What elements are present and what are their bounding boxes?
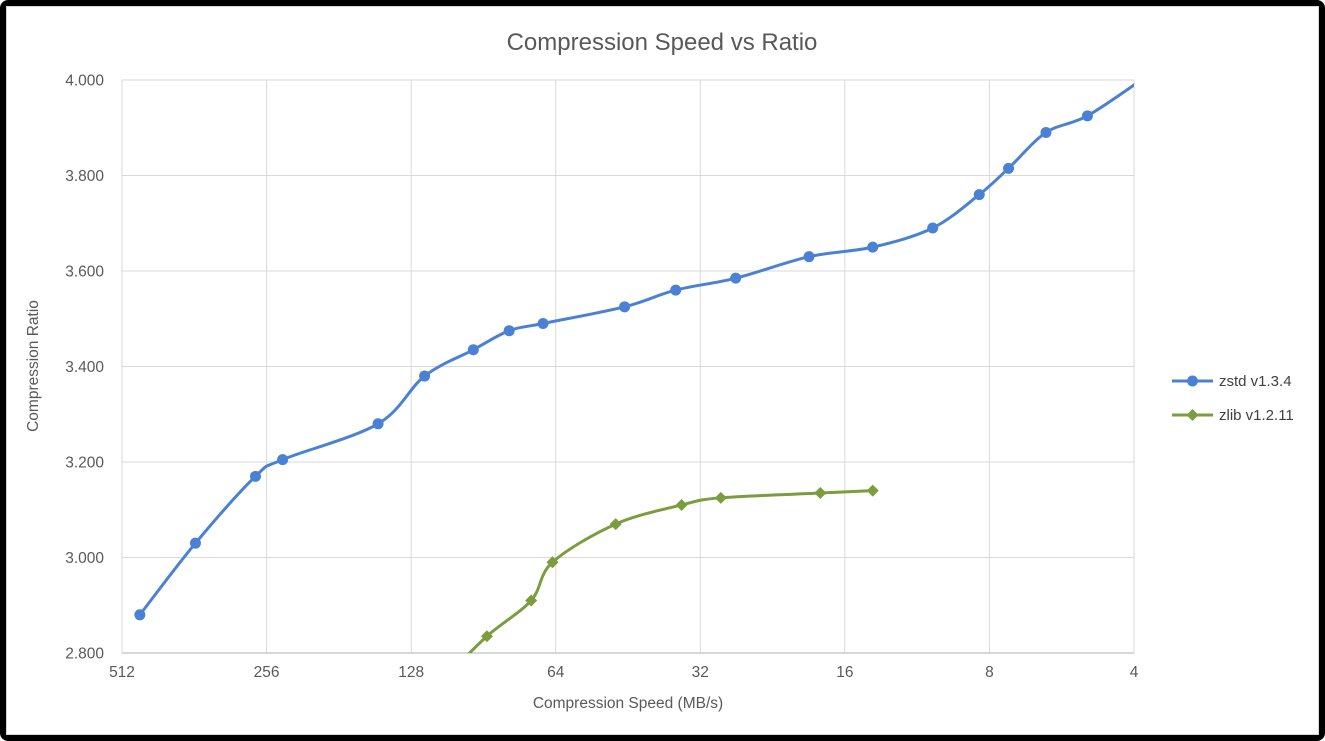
circle-marker (927, 222, 939, 234)
circle-marker (730, 272, 742, 284)
y-tick-label: 3.000 (65, 550, 104, 567)
y-tick-label: 4.000 (65, 73, 104, 90)
legend-circle-marker (1187, 375, 1198, 387)
chart-title: Compression Speed vs Ratio (507, 29, 818, 56)
x-tick-label: 256 (254, 664, 280, 681)
diamond-marker (546, 556, 559, 569)
circle-marker (867, 241, 879, 253)
circle-marker (973, 189, 985, 201)
circle-marker (670, 284, 682, 296)
diamond-marker (866, 484, 879, 497)
gridlines (121, 79, 1135, 654)
data-series (134, 72, 1150, 686)
circle-marker (372, 418, 384, 430)
x-tick-label: 128 (398, 664, 424, 681)
diamond-marker (480, 630, 493, 643)
circle-marker (467, 344, 479, 356)
x-tick-label: 64 (547, 664, 565, 681)
diamond-marker (814, 487, 827, 500)
y-tick-label: 2.800 (65, 646, 104, 663)
x-tick-label: 32 (692, 664, 709, 681)
circle-marker (503, 325, 515, 337)
legend-diamond-marker (1186, 409, 1199, 421)
x-axis-title: Compression Speed (MB/s) (533, 695, 723, 712)
x-tick-label: 16 (836, 664, 853, 681)
legend-item: zlib v1.2.11 (1172, 407, 1294, 424)
x-tick-label: 8 (985, 664, 994, 681)
circle-marker (419, 370, 431, 382)
diamond-marker (437, 674, 449, 686)
series-zstd (134, 72, 1150, 621)
y-tick-label: 3.200 (65, 455, 104, 472)
diamond-marker (609, 518, 622, 531)
y-tick-label: 3.800 (65, 168, 104, 185)
series-zlib (437, 484, 879, 686)
legend-item: zstd v1.3.4 (1172, 373, 1292, 390)
y-tick-label: 3.400 (65, 359, 104, 376)
circle-marker (1040, 127, 1052, 139)
chart-card: 512 256 128 64 32 16 8 4 4.000 3.800 3.600 3.400 3.2… (6, 6, 1319, 735)
series-line (138, 83, 1134, 617)
y-axis-title: Compression Ratio (25, 300, 42, 432)
circle-marker (134, 609, 146, 621)
x-tick-label: 512 (109, 664, 135, 681)
diamond-marker (714, 491, 727, 504)
y-tick-label: 3.600 (65, 264, 104, 281)
plot-area: 512 256 128 64 32 16 8 4 4.000 3.800 3.600 3.400 3.2… (25, 29, 1294, 712)
diamond-marker (525, 594, 538, 607)
legend: zstd v1.3.4 zlib v1.2.11 (1172, 373, 1294, 424)
x-tick-label: 4 (1130, 664, 1139, 681)
legend-item-label: zlib v1.2.11 (1219, 407, 1294, 424)
circle-marker (1139, 72, 1150, 83)
circle-marker (189, 537, 201, 549)
diamond-marker (675, 498, 688, 511)
circle-marker (1081, 110, 1093, 122)
circle-marker (537, 318, 549, 330)
circle-marker (803, 251, 815, 263)
circle-marker (277, 454, 289, 466)
axis-ticks: 512 256 128 64 32 16 8 4 4.000 3.800 3.600 3.400 3.2… (65, 73, 1138, 682)
legend-item-label: zstd v1.3.4 (1219, 373, 1292, 390)
circle-marker (249, 470, 261, 482)
series-line (467, 489, 875, 653)
circle-marker (1003, 162, 1015, 174)
circle-marker (619, 301, 631, 313)
